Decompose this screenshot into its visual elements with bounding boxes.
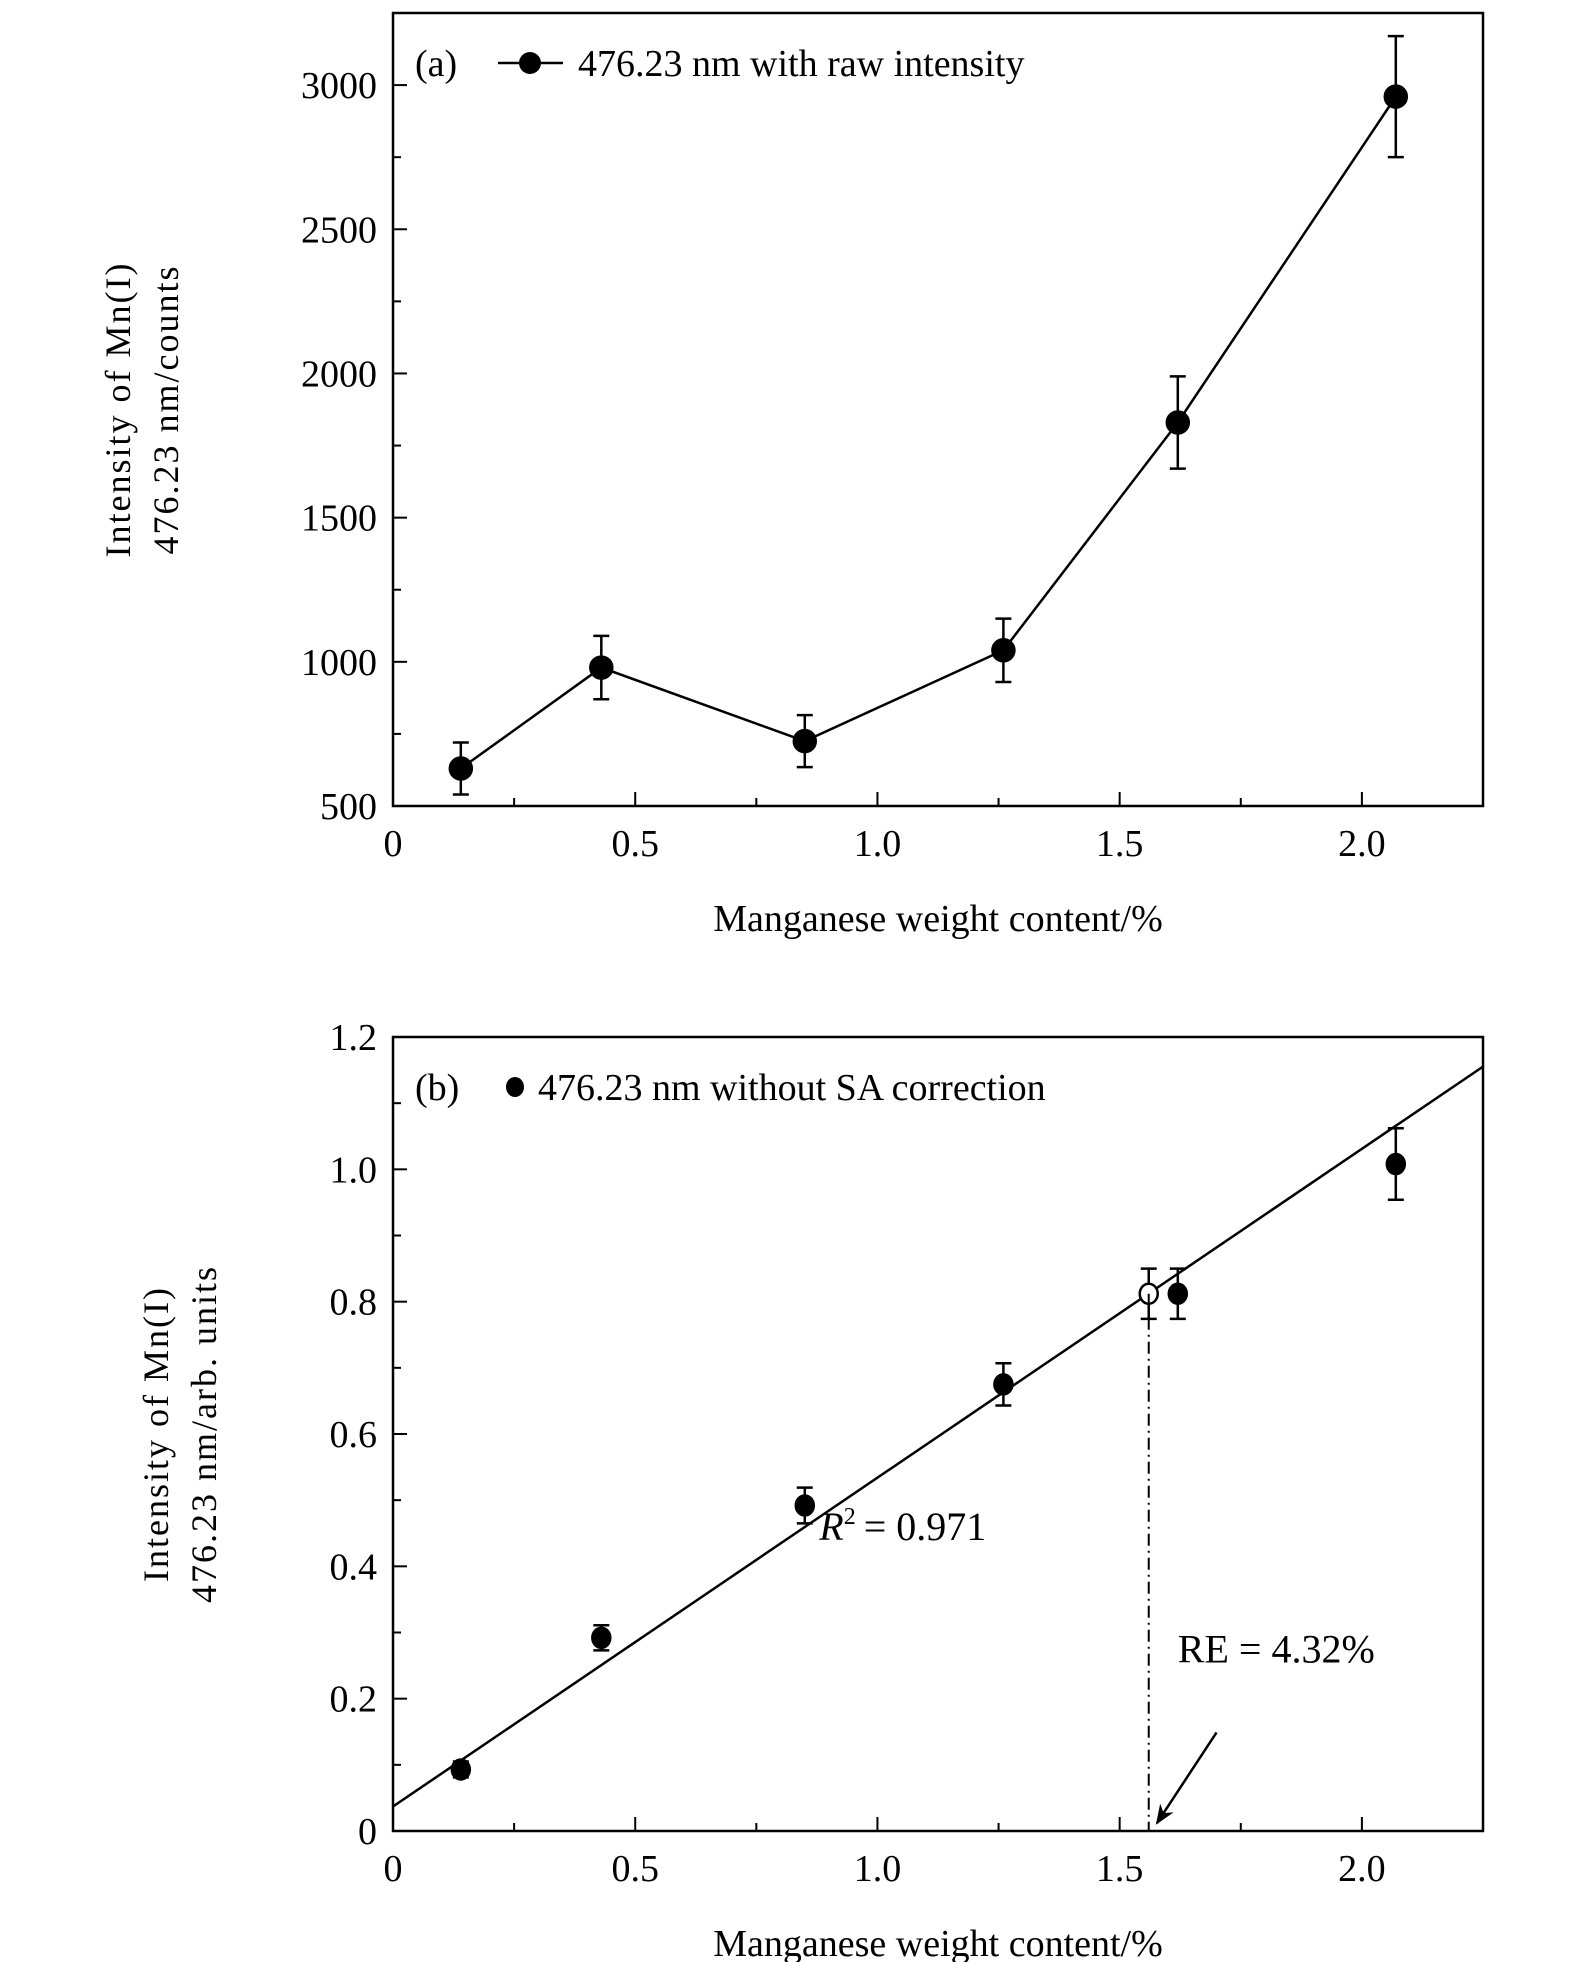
r-squared-label: R2 = 0.971	[818, 1504, 986, 1549]
y-tick-label: 0	[358, 1811, 377, 1853]
data-point	[1385, 1152, 1407, 1176]
x-axis-label: Manganese weight content/%	[713, 898, 1163, 940]
y-tick-label: 2000	[301, 353, 377, 395]
data-point	[591, 1626, 612, 1650]
y-tick-label: 1.0	[330, 1149, 378, 1191]
x-tick-label: 2.0	[1338, 823, 1386, 865]
y-tick-label: 0.6	[330, 1414, 378, 1456]
data-point	[991, 638, 1016, 663]
data-point	[993, 1373, 1014, 1396]
x-axis-label: Manganese weight content/%	[713, 1923, 1163, 1962]
x-tick-label: 1.0	[854, 1848, 902, 1890]
legend-label: 476.23 nm without SA correction	[538, 1067, 1046, 1109]
x-tick-label: 0.5	[611, 823, 659, 865]
data-point	[450, 1758, 472, 1781]
y-tick-label: 2500	[301, 209, 377, 251]
y-axis-label-line1: Intensity of Mn(I)	[136, 1286, 176, 1582]
legend-label: 476.23 nm with raw intensity	[578, 43, 1024, 85]
plot-area	[448, 34, 1409, 796]
y-axis-label-line1: Intensity of Mn(I)	[98, 262, 138, 558]
annotation-arrow	[1155, 1731, 1218, 1825]
legend-marker	[506, 1077, 524, 1097]
plot-area	[393, 1065, 1483, 1831]
plot-frame	[391, 1035, 1485, 1833]
data-point	[589, 655, 614, 680]
x-tick-label: 0	[384, 823, 403, 865]
panel-b-chart: 0 0.5 1.0 1.5 2.0 0 0.2 0.4 0.6 0.8 1.0 1.2 Manganes…	[136, 1017, 1485, 1962]
y-tick-label: 3000	[301, 65, 377, 107]
x-tick-label: 1.0	[854, 823, 902, 865]
y-tick-label: 1.2	[330, 1017, 378, 1059]
panel-label: (a)	[415, 43, 457, 85]
relative-error-label: RE = 4.32%	[1178, 1626, 1375, 1671]
data-point	[792, 728, 818, 754]
x-tick-label: 1.5	[1096, 823, 1144, 865]
data-point	[1165, 410, 1191, 435]
fit-line	[393, 1065, 1483, 1808]
data-point	[1383, 84, 1409, 109]
y-axis-label-line2: 476.23 nm/arb. units	[184, 1265, 224, 1603]
y-tick-label: 1500	[301, 498, 377, 540]
x-tick-label: 0.5	[611, 1848, 659, 1890]
legend-marker	[519, 52, 541, 74]
x-tick-label: 2.0	[1338, 1848, 1386, 1890]
y-axis-label: Intensity of Mn(I) 476.23 nm/arb. units	[136, 1265, 224, 1603]
r-squared-value: = 0.971	[864, 1504, 987, 1549]
r-symbol: R	[818, 1504, 843, 1549]
y-tick-label: 0.8	[330, 1282, 378, 1324]
y-axis-label: Intensity of Mn(I) 476.23 nm/counts	[98, 262, 186, 558]
panel-label: (b)	[415, 1067, 459, 1109]
y-tick-label: 0.2	[330, 1679, 378, 1721]
r-superscript: 2	[844, 1504, 856, 1530]
plot-frame	[391, 11, 1485, 808]
y-tick-label: 500	[320, 786, 377, 828]
x-tick-label: 0	[384, 1848, 403, 1890]
x-tick-label: 1.5	[1096, 1848, 1144, 1890]
y-tick-label: 0.4	[330, 1546, 378, 1588]
data-point	[794, 1494, 816, 1517]
y-axis-label-line2: 476.23 nm/counts	[146, 265, 186, 555]
panel-a-chart: 0 0.5 1.0 1.5 2.0 500 1000 1500 2000 2500 3000 Mang…	[98, 11, 1485, 940]
series-line	[460, 95, 1397, 770]
y-tick-label: 1000	[301, 642, 377, 684]
data-point	[448, 756, 474, 781]
data-point	[1167, 1282, 1189, 1305]
